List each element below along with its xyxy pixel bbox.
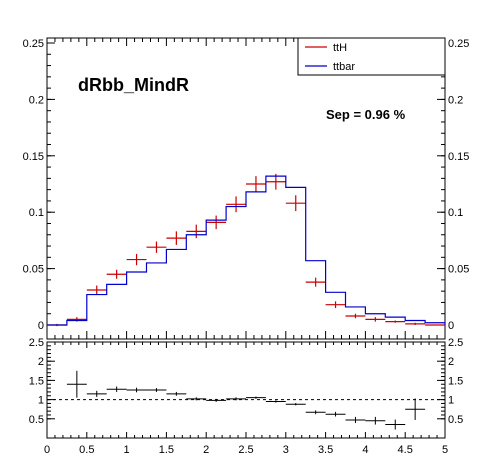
- ratio-y-tick-label: 1.5: [29, 375, 44, 387]
- ratio-axis-ticks: [46, 341, 446, 438]
- ratio-y-tick-labels-right: 0.5 1 1.5 2 2.5: [448, 337, 463, 426]
- main-y-tick-label: 0.15: [23, 151, 44, 163]
- series-ttH-point: [246, 176, 266, 192]
- series-ttH-point: [325, 301, 346, 309]
- series-ttH-point: [126, 253, 147, 266]
- ratio-point: [226, 397, 246, 401]
- legend-label-ttbar: ttbar: [333, 61, 355, 73]
- series-ttH-point: [305, 277, 326, 287]
- main-y-tick-label: 0.05: [23, 264, 44, 276]
- main-y-tick-label-right: 0.25: [448, 38, 469, 50]
- ratio-point: [246, 396, 266, 399]
- series-ttH-point: [146, 241, 167, 253]
- series-ttH-point: [186, 224, 207, 239]
- ratio-point: [186, 397, 207, 401]
- series-ttH-point: [385, 320, 406, 323]
- x-tick-label: 5: [442, 444, 448, 456]
- x-tick-label: 1: [124, 444, 130, 456]
- ratio-y-tick-label: 1: [38, 395, 44, 407]
- main-y-tick-labels-left: 0 0.05 0.1 0.15 0.2 0.25: [23, 38, 44, 332]
- ratio-series-group: [47, 370, 445, 430]
- series-ttH-point: [226, 196, 246, 213]
- x-tick-label: 4.5: [398, 444, 413, 456]
- ratio-point: [345, 416, 366, 424]
- ratio-point: [166, 391, 187, 396]
- ratio-point: [206, 398, 227, 402]
- main-y-tick-label-right: 0.05: [448, 264, 469, 276]
- main-y-tick-label: 0.1: [29, 207, 44, 219]
- ratio-point: [106, 386, 127, 392]
- ratio-point: [325, 411, 346, 417]
- main-y-tick-label-right: 0.2: [448, 94, 463, 106]
- legend-box: [297, 37, 446, 76]
- x-tick-label: 3.5: [318, 444, 333, 456]
- x-tick-label: 2: [203, 444, 209, 456]
- ratio-point: [66, 370, 87, 398]
- ratio-y-tick-label: 2: [38, 356, 44, 368]
- main-y-tick-label-right: 0: [448, 320, 454, 332]
- main-y-tick-label: 0.2: [29, 94, 44, 106]
- series-ttH-point: [365, 317, 386, 322]
- series-ttH-point: [86, 285, 107, 295]
- ratio-y-tick-label-right: 1.5: [448, 375, 463, 387]
- x-tick-labels: 0 0.5 1 1.5 2 2.5 3 3.5 4 4.5 5: [44, 444, 448, 456]
- ratio-point: [146, 388, 167, 392]
- main-y-tick-label: 0.25: [23, 38, 44, 50]
- ratio-point: [405, 398, 426, 420]
- x-tick-label: 0: [44, 444, 50, 456]
- main-y-tick-labels-right: 0 0.05 0.1 0.15 0.2 0.25: [448, 38, 469, 332]
- ratio-plot-frame: [46, 341, 446, 439]
- series-ttH-point: [405, 322, 426, 325]
- ratio-y-tick-label: 0.5: [29, 414, 44, 426]
- x-tick-label: 4: [362, 444, 368, 456]
- x-tick-label: 3: [283, 444, 289, 456]
- ratio-point: [305, 410, 326, 415]
- ratio-point: [86, 390, 107, 397]
- ratio-point: [126, 387, 147, 393]
- ratio-point: [365, 416, 386, 425]
- series-ttbar-step: [47, 175, 446, 326]
- x-tick-label: 1.5: [159, 444, 174, 456]
- series-ttH-point: [106, 269, 127, 279]
- ratio-point: [285, 403, 306, 406]
- x-tick-label: 0.5: [79, 444, 94, 456]
- ratio-y-tick-label-right: 1: [448, 395, 454, 407]
- series-ttH-point: [345, 313, 366, 319]
- ratio-y-tick-label: 2.5: [29, 337, 44, 349]
- separation-annotation: Sep = 0.96 %: [326, 107, 406, 122]
- series-ttH-point: [206, 215, 227, 230]
- main-y-tick-label-right: 0.1: [448, 207, 463, 219]
- ratio-point: [385, 419, 406, 430]
- main-y-tick-label: 0: [38, 320, 44, 332]
- series-ttH-point: [166, 231, 187, 245]
- series-ttH-point: [285, 195, 306, 212]
- ratio-y-tick-labels-left: 0.5 1 1.5 2 2.5: [29, 337, 44, 426]
- legend-label-tth: ttH: [333, 42, 347, 54]
- legend: ttH ttbar: [297, 37, 446, 76]
- x-tick-label: 2.5: [238, 444, 253, 456]
- ratio-y-tick-label-right: 2: [448, 356, 454, 368]
- chart-title: dRbb_MindR: [78, 75, 189, 95]
- main-y-tick-label-right: 0.15: [448, 151, 469, 163]
- main-series-group: [47, 173, 446, 327]
- ratio-y-tick-label-right: 0.5: [448, 414, 463, 426]
- ratio-point: [265, 400, 286, 403]
- ratio-y-tick-label-right: 2.5: [448, 337, 463, 349]
